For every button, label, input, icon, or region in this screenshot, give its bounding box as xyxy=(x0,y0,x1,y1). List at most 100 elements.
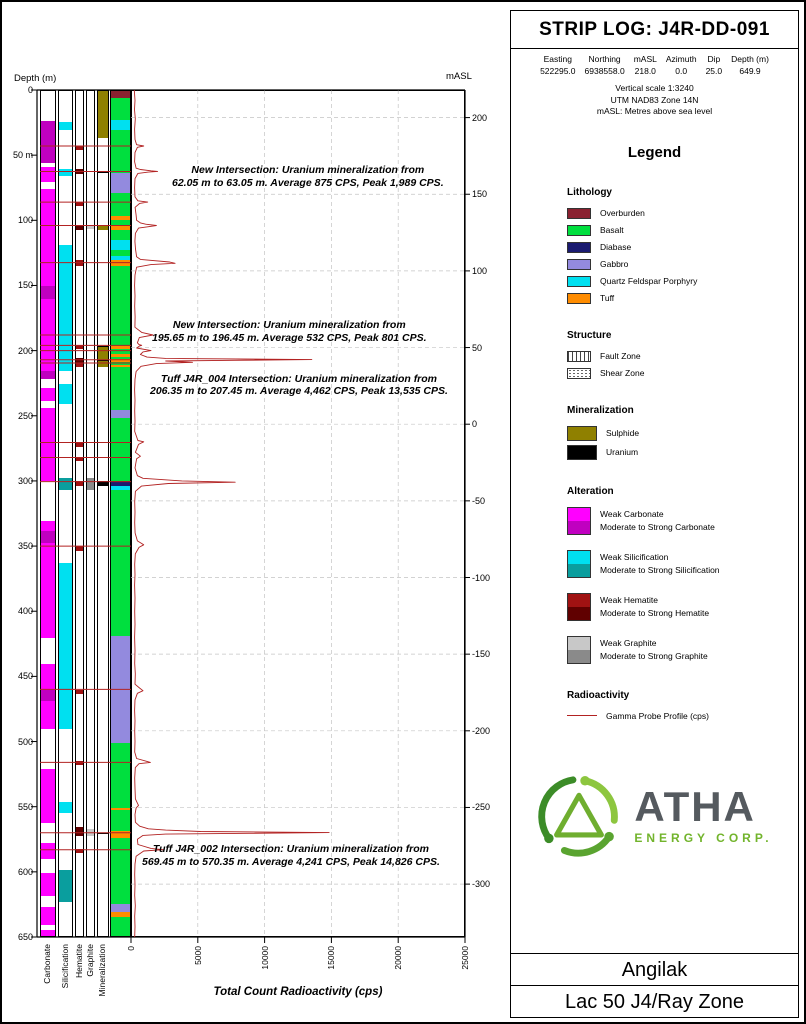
legend-alteration-group: Weak Graphite Moderate to Strong Graphite xyxy=(567,635,798,664)
legend-item: Diabase xyxy=(567,241,798,253)
legend-label: Tuff xyxy=(600,293,615,303)
legend-sections: Lithology Overburden Basalt Diabase Gabbro Qu… xyxy=(511,187,798,721)
atha-logo-text: ATHA ENERGY CORP. xyxy=(634,786,773,846)
gamma-plot-area xyxy=(131,90,465,937)
log-interval-hematite_strong xyxy=(76,169,83,175)
log-interval-basalt xyxy=(111,742,130,808)
log-interval-carbonate_strong xyxy=(41,286,55,300)
note-vertical-scale: Vertical scale 1:3240 xyxy=(615,83,694,93)
log-interval-hematite_strong xyxy=(76,225,83,231)
log-column-mineralization xyxy=(97,90,109,937)
masl-tick-label: 100 xyxy=(472,265,488,276)
log-interval-sulphide xyxy=(98,91,108,138)
legend-section-radioactivity: Radioactivity Gamma Probe Profile (cps) xyxy=(567,690,798,721)
masl-axis-title: mASL xyxy=(446,71,472,82)
log-interval-carbonate_weak xyxy=(41,906,55,925)
radioactivity-tick-label: 20000 xyxy=(393,946,404,970)
radioactivity-tick-label: 15000 xyxy=(326,946,337,970)
log-interval-basalt xyxy=(111,367,130,411)
info-cell-depth: Depth (m) 649.9 xyxy=(731,54,769,76)
legend-label: Moderate to Strong Silicification xyxy=(600,564,720,575)
log-interval-graphite_strong xyxy=(87,478,94,490)
log-interval-silicification_strong xyxy=(59,478,72,490)
legend-label: Overburden xyxy=(600,208,645,218)
atha-logo-icon xyxy=(538,775,619,857)
legend-item: Gabbro xyxy=(567,258,798,270)
masl-tick-label: -50 xyxy=(472,495,486,506)
log-interval-tuff xyxy=(111,354,130,357)
masl-tick-label: -150 xyxy=(472,649,491,660)
log-interval-tuff xyxy=(111,346,130,349)
legend-item: Gamma Probe Profile (cps) xyxy=(567,711,798,721)
log-interval-hematite_weak xyxy=(76,457,83,462)
log-interval-gabbro xyxy=(111,410,130,419)
legend-label: Quartz Feldspar Porphyry xyxy=(600,276,698,286)
log-interval-silicification_weak xyxy=(59,384,72,404)
log-interval-qfp xyxy=(111,119,130,131)
radioactivity-tick-label: 25000 xyxy=(460,946,470,970)
log-interval-basalt xyxy=(111,356,130,360)
legend-alteration-group: Weak Hematite Moderate to Strong Hematite xyxy=(567,592,798,621)
intersection-marker-lines xyxy=(40,145,131,851)
log-interval-basalt xyxy=(111,220,130,226)
zone-name: Lac 50 J4/Ray Zone xyxy=(511,985,798,1017)
log-interval-hematite_weak xyxy=(76,345,83,349)
info-cell-northing: Northing 6938558.0 xyxy=(584,54,625,76)
legend-swatch xyxy=(567,350,591,362)
legend-section-heading: Radioactivity xyxy=(567,689,630,701)
log-interval-carbonate_weak xyxy=(41,768,55,824)
log-interval-silicification_weak xyxy=(59,802,72,813)
log-interval-basalt xyxy=(111,130,130,174)
masl-tick-label: -250 xyxy=(472,802,491,813)
column-label-mineralization: Mineralization xyxy=(97,944,107,997)
log-interval-carbonate_weak xyxy=(41,700,55,730)
log-interval-basalt xyxy=(111,362,130,365)
logo-company-subtitle: ENERGY CORP. xyxy=(634,831,773,845)
log-interval-hematite_weak xyxy=(76,480,83,486)
log-interval-basalt xyxy=(111,489,130,636)
log-interval-carbonate_strong xyxy=(41,531,55,544)
log-column-carbonate xyxy=(40,90,56,937)
project-name: Angilak xyxy=(511,953,798,985)
legend-swatch xyxy=(567,506,591,535)
log-interval-gabbro xyxy=(111,173,130,193)
log-interval-tuff xyxy=(111,359,130,363)
log-interval-silicification_weak xyxy=(59,169,72,176)
note-utm-zone: UTM NAD83 Zone 14N xyxy=(610,94,699,105)
legend-label: Diabase xyxy=(600,242,632,252)
log-interval-basalt xyxy=(111,349,130,355)
log-interval-basalt xyxy=(111,837,130,905)
legend-section-heading: Alteration xyxy=(567,485,614,497)
legend-item: Sulphide xyxy=(567,425,798,441)
legend-swatch xyxy=(567,549,591,578)
legend-label: Basalt xyxy=(600,225,624,235)
log-interval-uranium xyxy=(98,832,108,835)
log-interval-basalt xyxy=(111,249,130,257)
radioactivity-tick-label: 5000 xyxy=(192,946,203,965)
masl-tick-label: 50 xyxy=(472,342,483,353)
log-interval-basalt xyxy=(111,810,130,832)
log-interval-carbonate_strong xyxy=(41,120,55,163)
depth-tick-label: 250 xyxy=(17,410,33,421)
legend-label: Sulphide xyxy=(606,428,640,438)
masl-tick-label: 150 xyxy=(472,189,488,200)
legend-label: Weak Silicification xyxy=(600,551,669,562)
collar-info-table: Easting 522295.0 Northing 6938558.0 mASL… xyxy=(511,49,798,78)
radioactivity-tick-label: 10000 xyxy=(259,946,270,970)
log-interval-hematite_weak xyxy=(76,849,83,854)
legend-item: Uranium xyxy=(567,444,798,460)
log-interval-carbonate_weak xyxy=(41,407,55,481)
legend-swatch xyxy=(567,207,591,219)
log-interval-graphite_weak xyxy=(87,828,94,837)
log-interval-qfp xyxy=(111,485,130,490)
log-interval-carbonate_weak xyxy=(41,930,55,936)
depth-tick-label: 350 xyxy=(17,541,33,552)
legend-swatch xyxy=(567,224,591,236)
log-interval-sulphide xyxy=(98,346,108,368)
legend-swatch xyxy=(567,592,591,621)
log-interval-carbonate_strong xyxy=(41,690,55,701)
info-cell-masl: mASL 218.0 xyxy=(633,54,657,76)
legend-label: Gamma Probe Profile (cps) xyxy=(606,710,709,721)
legend-label: Gabbro xyxy=(600,259,629,269)
log-interval-carbonate_weak xyxy=(41,521,55,532)
